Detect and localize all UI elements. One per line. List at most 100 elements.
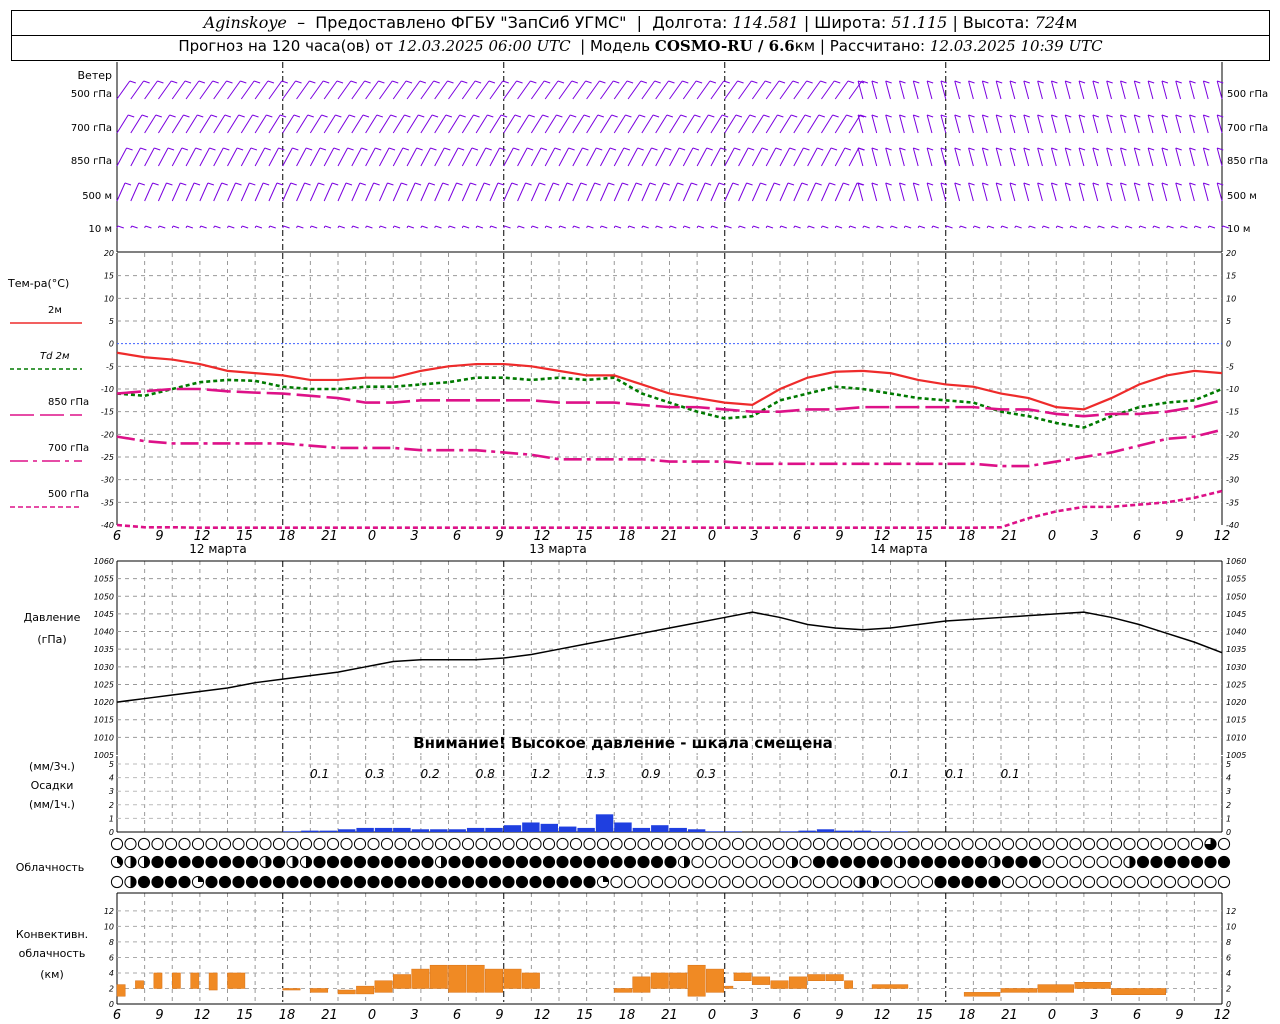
- wind-barb-shaft: [972, 225, 975, 229]
- wind-barb: [489, 80, 509, 100]
- wind-level-label: 500 гПа: [71, 89, 112, 100]
- wind-barb: [912, 114, 920, 134]
- wind-barb-feather: [582, 147, 589, 151]
- wind-barb-feather: [1106, 80, 1113, 84]
- cloud-symbol: [326, 875, 340, 889]
- wind-barb: [669, 225, 677, 229]
- cloud-circle: [1042, 855, 1055, 869]
- wind-barb-feather: [1134, 114, 1141, 118]
- wind-barb: [558, 225, 566, 229]
- cloud-circle: [421, 875, 434, 889]
- wind-barb: [517, 147, 534, 167]
- wind-barb: [116, 182, 132, 202]
- cloud-symbol: [691, 855, 704, 869]
- wind-barb-feather: [1120, 147, 1127, 151]
- wind-barb: [1092, 182, 1100, 202]
- temp-tick-left: -30: [101, 476, 114, 485]
- cloud-circle: [974, 855, 988, 869]
- wind-barb-shaft: [655, 80, 669, 100]
- wind-barb-shaft: [240, 147, 252, 167]
- wind-barb-shaft: [171, 114, 184, 134]
- wind-barb-shaft: [710, 80, 725, 100]
- wind-level-label: 850 гПа: [71, 156, 112, 167]
- wind-barb-shaft: [1175, 80, 1182, 100]
- wind-barb: [227, 225, 235, 229]
- wind-barb: [1216, 147, 1224, 167]
- cloud-symbol: [529, 875, 542, 889]
- precip-bar: [448, 829, 466, 832]
- wind-barb: [613, 114, 632, 134]
- wind-barb-shaft: [1064, 147, 1071, 167]
- wind-barb: [116, 147, 133, 167]
- wind-barb: [765, 225, 774, 229]
- precip-bar: [466, 827, 485, 832]
- precip-bar: [430, 829, 448, 832]
- cloud-circle: [1096, 855, 1109, 869]
- time-tick-top: 15: [916, 529, 933, 544]
- wind-barb-feather: [932, 225, 939, 229]
- wind-barb-shaft: [392, 147, 404, 167]
- wind-barb: [1064, 147, 1072, 167]
- cloud-symbol: [110, 855, 124, 869]
- wind-barb-shaft: [1166, 225, 1169, 229]
- wind-barb-shaft: [1202, 80, 1209, 100]
- wind-barb-feather: [262, 182, 270, 186]
- wind-barb-feather: [456, 182, 463, 186]
- wind-barb: [751, 182, 767, 202]
- wind-barb-shaft: [406, 225, 409, 229]
- wind-barb: [392, 114, 411, 134]
- wind-barb-shaft: [1055, 225, 1058, 229]
- wind-barb-shaft: [600, 114, 613, 134]
- cloud-symbol: [245, 837, 259, 851]
- wind-barb-shaft: [1189, 182, 1195, 202]
- precip-bar: [651, 825, 669, 832]
- wind-barb-feather: [238, 114, 245, 118]
- wind-barb: [1161, 182, 1169, 202]
- cloud-circle: [745, 855, 758, 869]
- cloud-circle: [988, 875, 1001, 889]
- cloud-symbol: [110, 875, 124, 889]
- wind-barb-feather: [926, 80, 934, 84]
- wind-barb: [544, 114, 563, 134]
- cloud-symbol: [178, 875, 191, 889]
- wind-barb: [627, 147, 644, 167]
- wind-barb-shaft: [268, 225, 271, 229]
- wind-barb-feather: [445, 114, 453, 118]
- wind-barb: [544, 182, 560, 202]
- wind-barb: [558, 114, 577, 134]
- temp-tick-right: -30: [1226, 476, 1239, 485]
- wind-barb-shaft: [392, 225, 395, 229]
- wind-barb-feather: [407, 225, 415, 229]
- cloud-circle: [475, 855, 488, 869]
- wind-barb: [1050, 182, 1058, 202]
- cloud-symbol: [610, 837, 623, 851]
- wind-barb-shaft: [296, 147, 307, 167]
- wind-barb: [157, 225, 166, 229]
- cloud-symbol: [988, 855, 1001, 869]
- cloud-symbol: [1177, 855, 1190, 869]
- wind-barb-shaft: [586, 147, 597, 167]
- wind-barb-shaft: [213, 182, 223, 202]
- wind-barb: [1133, 182, 1141, 202]
- wind-barb: [940, 114, 948, 134]
- convective-tick-left: 10: [104, 922, 114, 931]
- cloud-symbol: [556, 837, 569, 851]
- convective-title-2: облачность: [19, 947, 86, 960]
- time-tick-bottom: 15: [576, 1008, 593, 1023]
- cloud-symbol: [434, 855, 448, 869]
- wind-barb: [213, 147, 230, 167]
- wind-barb: [1050, 80, 1058, 100]
- wind-barb-feather: [559, 225, 566, 229]
- wind-barb-feather: [154, 147, 161, 151]
- wind-barb-feather: [1065, 114, 1072, 118]
- cloud-circle: [1109, 855, 1123, 869]
- wind-barb: [779, 182, 795, 202]
- wind-barb: [282, 225, 290, 229]
- wind-barb-shaft: [227, 80, 241, 100]
- wind-barb-feather: [832, 114, 839, 118]
- wind-barb: [1106, 147, 1113, 167]
- cloud-symbol: [988, 837, 1001, 851]
- convective-bar: [1111, 988, 1166, 995]
- cloud-circle: [542, 855, 556, 869]
- time-tick-bottom: 3: [410, 1008, 418, 1023]
